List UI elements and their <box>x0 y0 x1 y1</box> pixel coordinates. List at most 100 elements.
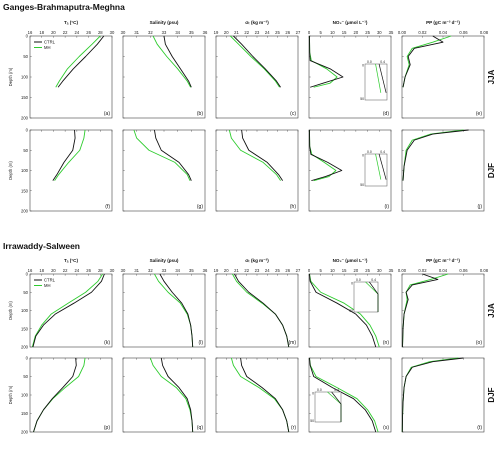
panel-p: (p) <box>29 357 113 433</box>
x-tick-label: 0.04 <box>439 30 448 35</box>
x-tick-label: 0.08 <box>480 30 489 35</box>
region-title-gbm: Ganges-Brahmaputra-Meghna <box>3 2 125 12</box>
panel-frame <box>29 273 113 348</box>
x-tick-label: 0 <box>308 268 311 273</box>
x-tick-label: 28 <box>98 268 103 273</box>
x-tick-label: 24 <box>75 268 80 273</box>
panel-label: (n) <box>383 340 389 346</box>
x-tick-label: 5 <box>320 268 323 273</box>
y-tick-label: 0 <box>26 272 29 277</box>
inset-tick: 0.4 <box>380 150 385 154</box>
x-tick-label: 26 <box>285 30 290 35</box>
no3-inset: 0.0 0.4 0 50 <box>310 388 342 423</box>
x-tick-label: 31 <box>134 30 139 35</box>
y-axis-label: Depth (m) <box>8 67 13 86</box>
series-line-mh <box>402 129 464 181</box>
x-tick-label: 19 <box>214 268 219 273</box>
inset-tick: 0.0 <box>367 60 372 64</box>
panel-f: (f) <box>29 129 113 212</box>
panel-frame <box>29 35 113 119</box>
panel-r: (r) <box>215 357 299 433</box>
x-tick-label: 16 <box>28 268 33 273</box>
panel-n: 0 5 10 15 20 25 30 35 (n) <box>308 268 394 348</box>
inset-tick: 50 <box>349 309 353 313</box>
x-tick-label: 0.04 <box>439 268 448 273</box>
panel-label: (o) <box>476 340 482 346</box>
x-tick-label: 22 <box>244 268 249 273</box>
x-tick-label: 30 <box>110 268 115 273</box>
series-line-ctrl <box>402 35 444 88</box>
x-tick-label: 25 <box>275 268 280 273</box>
x-tick-label: 35 <box>189 30 194 35</box>
y-axis-label: Depth (m) <box>8 385 13 404</box>
season-label: JJA <box>487 69 496 84</box>
x-tick-label: 30 <box>121 268 126 273</box>
inset-tick: 0.4 <box>380 60 385 64</box>
panel-frame <box>215 273 299 348</box>
panel-label: (t) <box>477 425 482 431</box>
panel-label: (i) <box>385 204 390 210</box>
x-tick-label: 19 <box>214 30 219 35</box>
y-tick-label: 200 <box>21 116 29 121</box>
series-line-ctrl <box>401 357 464 433</box>
panel-frame <box>215 357 299 433</box>
panel-e: 0.00 0.02 0.04 0.06 0.08 (e) <box>398 30 489 119</box>
y-tick-label: 0 <box>26 34 29 39</box>
x-tick-label: 28 <box>98 30 103 35</box>
y-tick-label: 150 <box>21 95 29 100</box>
x-tick-label: 30 <box>377 268 382 273</box>
x-tick-label: 22 <box>63 30 68 35</box>
panel-frame <box>122 273 206 348</box>
inset-tick: 0.4 <box>371 278 376 282</box>
series-line-mh <box>33 357 86 433</box>
series-line-mh <box>402 35 452 88</box>
legend-label-mh: MH <box>44 45 51 50</box>
x-tick-label: 16 <box>28 30 33 35</box>
x-tick-label: 33 <box>162 268 167 273</box>
series-line-ctrl <box>52 129 76 181</box>
column-title-temp-0: Tₐ (°C) <box>64 20 79 25</box>
x-tick-label: 36 <box>203 30 208 35</box>
panel-label: (l) <box>199 340 204 346</box>
x-tick-label: 20 <box>354 30 359 35</box>
no3-inset: 0.0 0.4 0 50 <box>349 278 379 313</box>
panel-t: (t) <box>401 357 485 433</box>
x-tick-label: 23 <box>255 30 260 35</box>
inset-tick: 0 <box>351 282 353 286</box>
series-line-mh <box>133 129 191 181</box>
series-line-ctrl <box>241 129 284 181</box>
panel-s: (s) <box>308 357 392 433</box>
inset-line-ctrl <box>378 63 387 93</box>
legend-label-ctrl: CTRL <box>44 40 56 45</box>
y-tick-label: 50 <box>23 290 28 295</box>
panel-k: 16 18 20 22 24 26 28 30 (k) <box>28 268 115 348</box>
x-tick-label: 21 <box>234 268 239 273</box>
panel-frame <box>401 129 485 212</box>
panel-label: (r) <box>291 425 296 431</box>
legend-label-mh: MH <box>44 283 51 288</box>
x-tick-label: 10 <box>330 30 335 35</box>
y-tick-label: 100 <box>21 393 29 398</box>
x-tick-label: 32 <box>148 268 153 273</box>
y-tick-label: 50 <box>23 374 28 379</box>
x-tick-label: 35 <box>389 268 394 273</box>
inset-line-mh <box>375 153 382 180</box>
panel-label: (q) <box>197 425 203 431</box>
panel-frame <box>29 357 113 433</box>
y-axis-label: Depth (m) <box>8 301 13 320</box>
panel-a: 16 18 20 22 24 26 28 30 (a) <box>28 30 115 119</box>
series-line-ctrl <box>153 129 192 181</box>
series-line-ctrl <box>32 273 105 348</box>
x-tick-label: 31 <box>134 268 139 273</box>
series-line-mh <box>54 129 86 181</box>
x-tick-label: 0.00 <box>398 30 407 35</box>
x-tick-label: 22 <box>244 30 249 35</box>
series-line-ctrl <box>402 273 439 348</box>
y-tick-label: 100 <box>21 75 29 80</box>
series-line-ctrl <box>309 129 343 182</box>
panel-l: 30 31 32 33 34 35 36 (l) <box>121 268 208 348</box>
inset-tick: 0.0 <box>317 388 322 392</box>
panel-label: (m) <box>289 340 297 346</box>
x-tick-label: 0.00 <box>398 268 407 273</box>
